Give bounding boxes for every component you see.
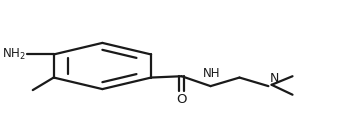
Text: O: O (176, 93, 187, 106)
Text: NH$_2$: NH$_2$ (2, 47, 26, 62)
Text: NH: NH (203, 67, 220, 80)
Text: N: N (269, 72, 279, 85)
